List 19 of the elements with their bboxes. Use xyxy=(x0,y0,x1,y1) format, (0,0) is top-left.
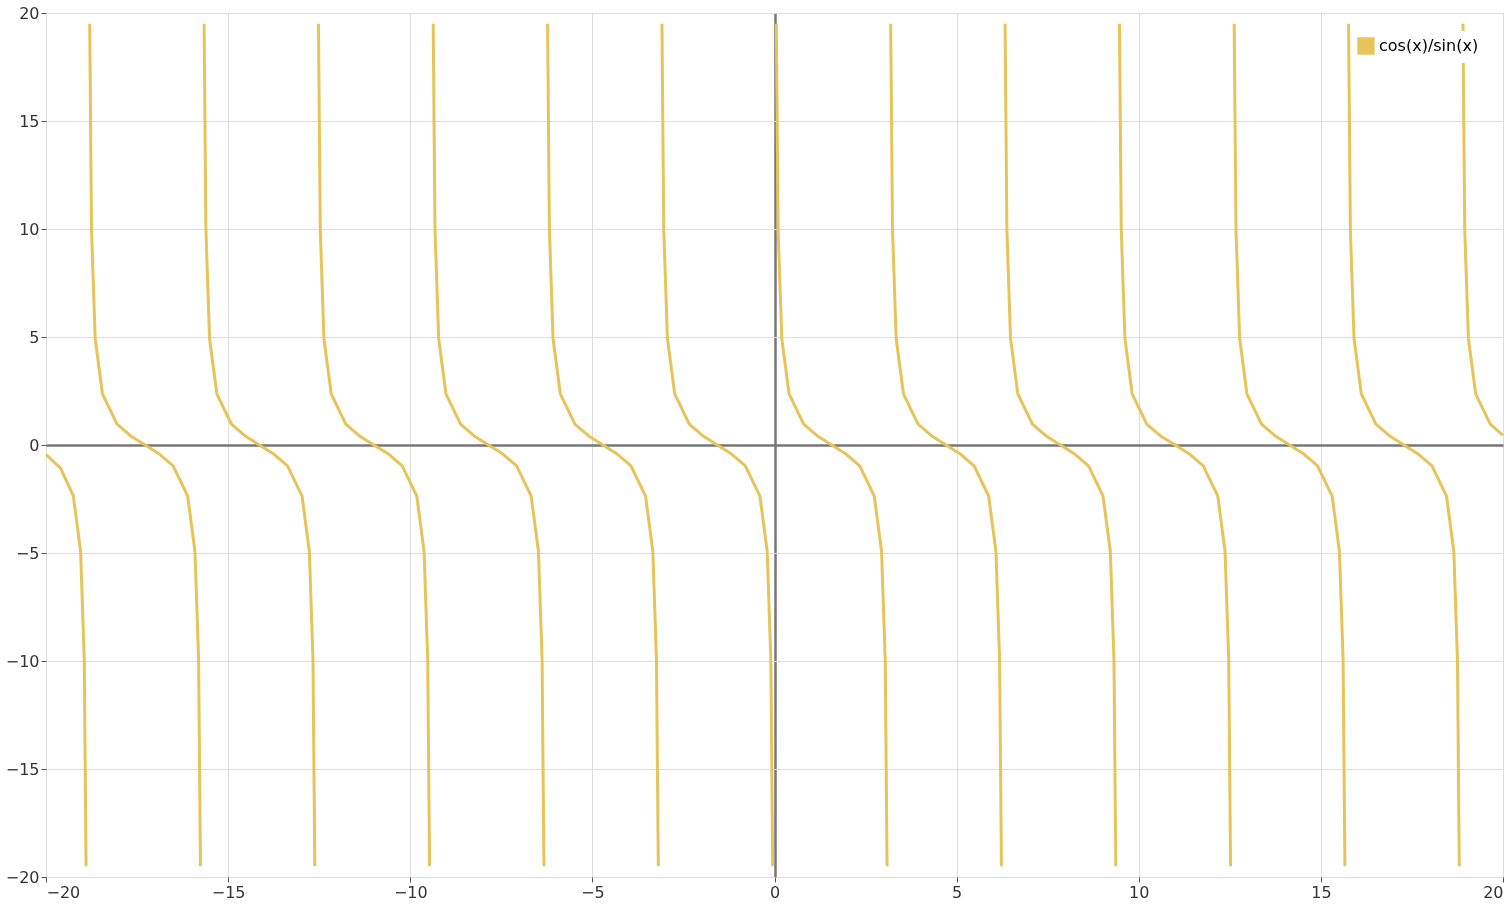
x-tick-label: −10 xyxy=(393,882,428,902)
x-tick-label: 0 xyxy=(769,882,781,902)
x-tick-label: −20 xyxy=(46,882,81,902)
y-tick-label: 20 xyxy=(19,3,40,23)
x-tick-label: 5 xyxy=(952,882,963,902)
y-tick-label: −20 xyxy=(5,867,40,887)
y-tick-label: 10 xyxy=(19,219,40,239)
y-tick-label: −15 xyxy=(5,759,40,779)
x-tick-label: 10 xyxy=(1129,882,1150,902)
x-tick-label: 20 xyxy=(1483,882,1504,902)
y-tick-label: 5 xyxy=(29,327,40,347)
y-tick-label: 0 xyxy=(29,435,40,455)
x-tick-label: 15 xyxy=(1311,882,1332,902)
x-tick-label: −15 xyxy=(211,882,246,902)
y-tick-label: −5 xyxy=(15,543,40,563)
y-tick-label: −10 xyxy=(5,651,40,671)
x-tick-label: −5 xyxy=(581,882,605,902)
legend-label: cos(x)/sin(x) xyxy=(1379,36,1479,55)
y-tick-label: 15 xyxy=(19,111,40,131)
